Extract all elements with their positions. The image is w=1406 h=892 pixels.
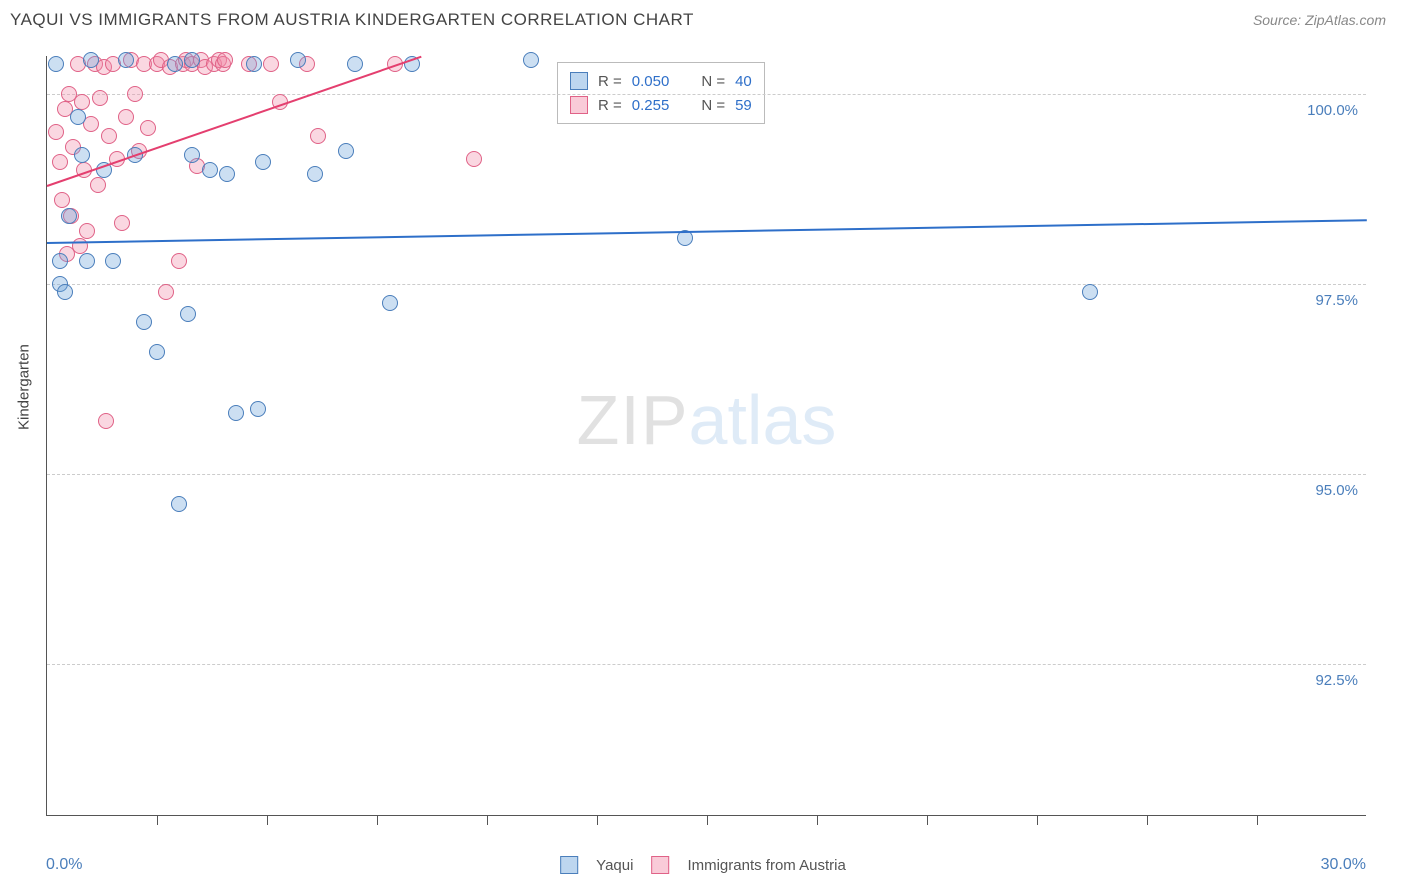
data-point-pink <box>114 215 130 231</box>
x-axis-max-label: 30.0% <box>1321 856 1366 874</box>
x-tick <box>267 815 268 825</box>
x-tick <box>817 815 818 825</box>
data-point-blue <box>202 162 218 178</box>
data-point-pink <box>90 177 106 193</box>
y-tick-label: 95.0% <box>1315 482 1358 499</box>
data-point-blue <box>219 166 235 182</box>
data-point-pink <box>118 109 134 125</box>
data-point-blue <box>79 253 95 269</box>
y-axis-title: Kindergarten <box>16 344 33 430</box>
data-point-pink <box>54 192 70 208</box>
legend-swatch-pink <box>570 96 588 114</box>
data-point-pink <box>158 284 174 300</box>
data-point-blue <box>61 208 77 224</box>
legend-swatch-pink-bottom <box>651 856 669 874</box>
data-point-blue <box>57 284 73 300</box>
stats-row-blue: R = 0.050 N = 40 <box>570 69 752 93</box>
data-point-blue <box>338 143 354 159</box>
x-tick <box>157 815 158 825</box>
data-point-blue <box>347 56 363 72</box>
trend-line-pink <box>47 56 422 187</box>
r-label: R = <box>598 73 622 90</box>
data-point-blue <box>307 166 323 182</box>
data-point-blue <box>180 306 196 322</box>
data-point-blue <box>105 253 121 269</box>
data-point-blue <box>83 52 99 68</box>
legend-swatch-blue <box>570 72 588 90</box>
data-point-pink <box>217 52 233 68</box>
data-point-blue <box>171 496 187 512</box>
gridline-h <box>47 474 1366 475</box>
trend-line-blue <box>47 219 1367 244</box>
data-point-pink <box>263 56 279 72</box>
data-point-pink <box>466 151 482 167</box>
data-point-blue <box>523 52 539 68</box>
series-name-blue: Yaqui <box>596 857 633 874</box>
data-point-pink <box>79 223 95 239</box>
data-point-pink <box>101 128 117 144</box>
x-tick <box>377 815 378 825</box>
gridline-h <box>47 94 1366 95</box>
data-point-pink <box>74 94 90 110</box>
y-tick-label: 100.0% <box>1307 102 1358 119</box>
data-point-blue <box>52 253 68 269</box>
plot-area: ZIPatlas R = 0.050 N = 40 R = 0.255 N = … <box>46 56 1366 816</box>
stats-row-pink: R = 0.255 N = 59 <box>570 93 752 117</box>
y-tick-label: 97.5% <box>1315 292 1358 309</box>
x-tick <box>1257 815 1258 825</box>
watermark: ZIPatlas <box>577 380 837 460</box>
r-label: R = <box>598 97 622 114</box>
data-point-blue <box>184 147 200 163</box>
data-point-blue <box>246 56 262 72</box>
x-tick <box>487 815 488 825</box>
legend-swatch-blue-bottom <box>560 856 578 874</box>
data-point-pink <box>48 124 64 140</box>
data-point-blue <box>290 52 306 68</box>
series-legend: Yaqui Immigrants from Austria <box>560 856 846 874</box>
x-tick <box>1037 815 1038 825</box>
data-point-blue <box>250 401 266 417</box>
chart-title: YAQUI VS IMMIGRANTS FROM AUSTRIA KINDERG… <box>10 10 694 30</box>
x-tick <box>707 815 708 825</box>
stats-legend: R = 0.050 N = 40 R = 0.255 N = 59 <box>557 62 765 124</box>
n-label: N = <box>701 97 725 114</box>
x-tick <box>927 815 928 825</box>
header-row: YAQUI VS IMMIGRANTS FROM AUSTRIA KINDERG… <box>0 0 1406 35</box>
data-point-blue <box>74 147 90 163</box>
source-attribution: Source: ZipAtlas.com <box>1253 12 1386 28</box>
x-axis-min-label: 0.0% <box>46 856 82 874</box>
x-tick <box>597 815 598 825</box>
chart-container: YAQUI VS IMMIGRANTS FROM AUSTRIA KINDERG… <box>0 0 1406 892</box>
data-point-blue <box>48 56 64 72</box>
series-name-pink: Immigrants from Austria <box>687 857 845 874</box>
data-point-blue <box>118 52 134 68</box>
n-value-pink: 59 <box>735 97 752 114</box>
data-point-blue <box>167 56 183 72</box>
data-point-pink <box>92 90 108 106</box>
r-value-pink: 0.255 <box>632 97 670 114</box>
watermark-zip: ZIP <box>577 381 689 459</box>
data-point-pink <box>52 154 68 170</box>
data-point-blue <box>1082 284 1098 300</box>
data-point-blue <box>149 344 165 360</box>
data-point-pink <box>140 120 156 136</box>
n-label: N = <box>701 73 725 90</box>
x-tick <box>1147 815 1148 825</box>
gridline-h <box>47 664 1366 665</box>
n-value-blue: 40 <box>735 73 752 90</box>
data-point-blue <box>255 154 271 170</box>
data-point-blue <box>184 52 200 68</box>
data-point-blue <box>136 314 152 330</box>
data-point-pink <box>310 128 326 144</box>
data-point-blue <box>228 405 244 421</box>
watermark-atlas: atlas <box>689 381 837 459</box>
data-point-pink <box>127 86 143 102</box>
gridline-h <box>47 284 1366 285</box>
y-tick-label: 92.5% <box>1315 672 1358 689</box>
data-point-blue <box>382 295 398 311</box>
data-point-blue <box>70 109 86 125</box>
data-point-pink <box>98 413 114 429</box>
data-point-pink <box>171 253 187 269</box>
r-value-blue: 0.050 <box>632 73 670 90</box>
